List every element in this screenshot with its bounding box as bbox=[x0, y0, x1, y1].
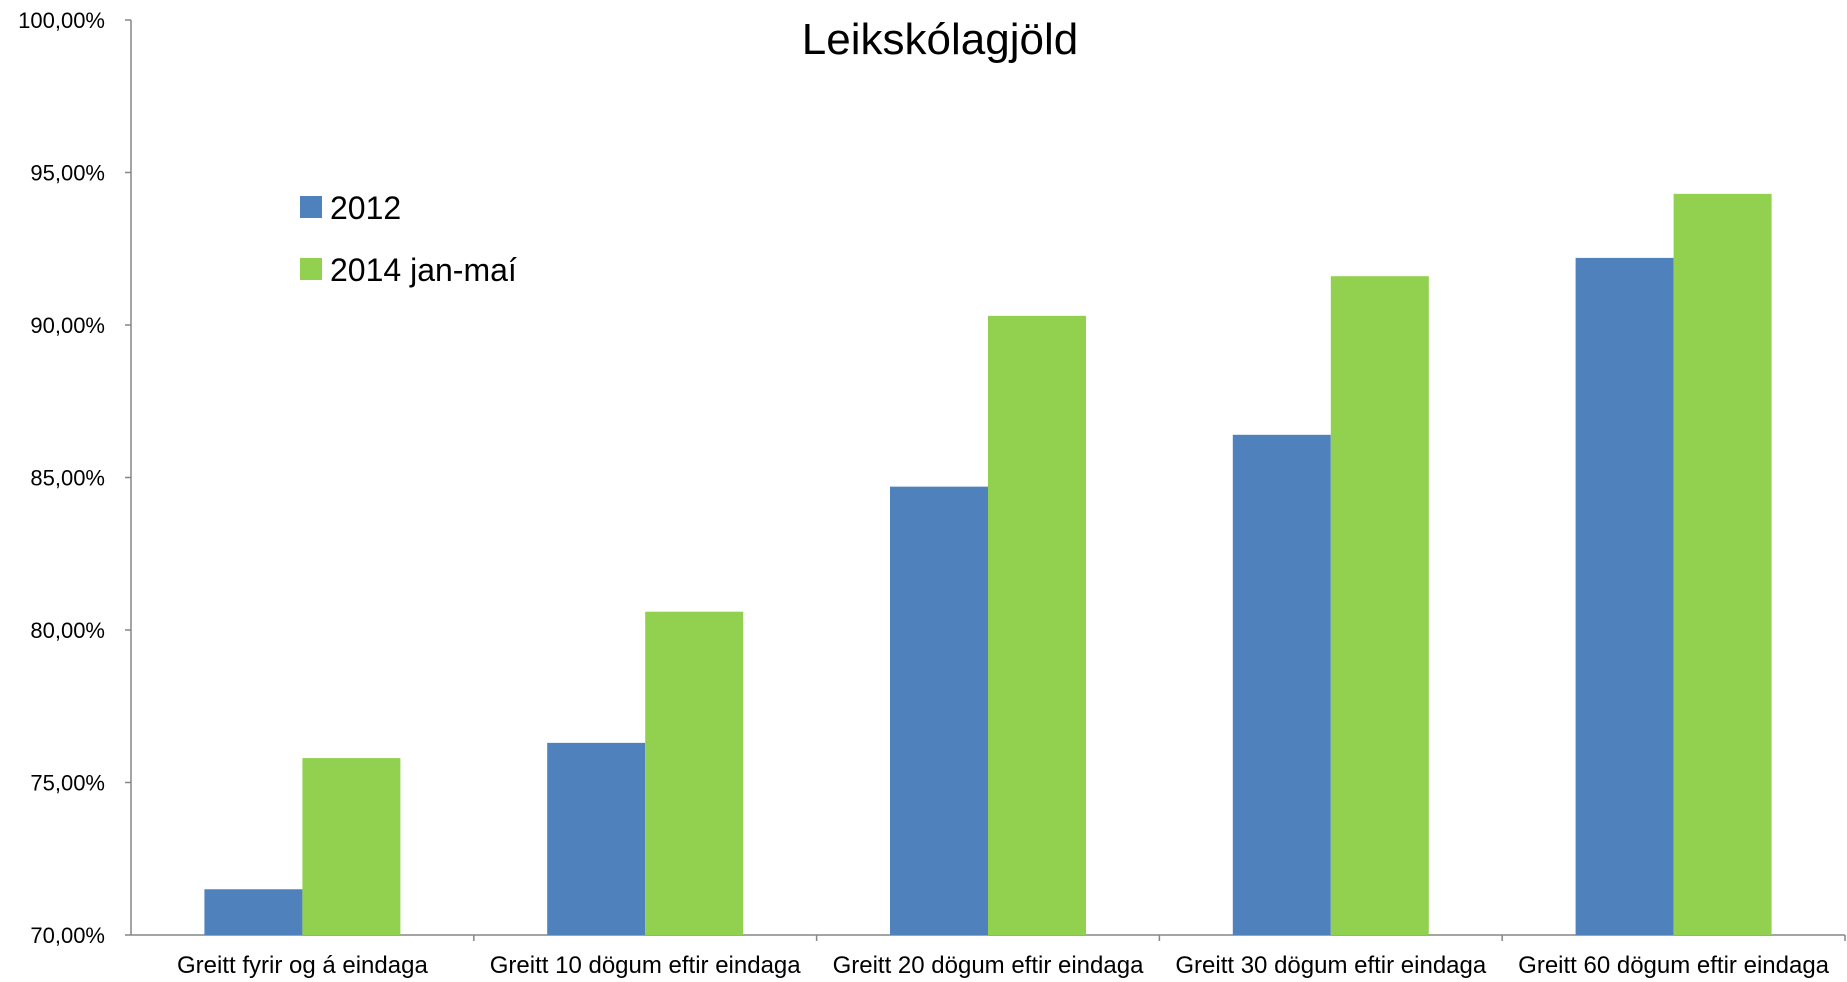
x-tick-label: Greitt 30 dögum eftir eindaga bbox=[1175, 952, 1487, 979]
y-tick-label: 100,00% bbox=[18, 8, 105, 33]
y-tick-label: 75,00% bbox=[30, 771, 105, 796]
bar-2014-jan-maí-2 bbox=[988, 315, 1086, 936]
legend: 2012 2014 jan-maí bbox=[300, 190, 517, 288]
bar-2012-1 bbox=[547, 742, 646, 935]
bar-2014-jan-maí-0 bbox=[302, 758, 401, 935]
bar-2014-jan-maí-4 bbox=[1673, 193, 1772, 936]
bar-2014-jan-maí-3 bbox=[1330, 276, 1429, 935]
x-axis: Greitt fyrir og á eindaga Greitt 10 dögum… bbox=[131, 934, 1846, 979]
bar-2014-jan-maí-1 bbox=[645, 611, 744, 935]
chart-title: Leikskólagjöld bbox=[802, 15, 1078, 64]
bar-2012-4 bbox=[1575, 257, 1674, 935]
bar-2012-0 bbox=[204, 889, 303, 935]
legend-swatch bbox=[300, 258, 322, 280]
x-tick-label: Greitt fyrir og á eindaga bbox=[177, 952, 428, 979]
legend-label: 2012 bbox=[330, 190, 401, 226]
legend-swatch bbox=[300, 196, 322, 218]
bar-2012-3 bbox=[1232, 434, 1331, 935]
y-tick-label: 90,00% bbox=[30, 313, 105, 338]
bar-2012-2 bbox=[890, 486, 988, 935]
x-tick-label: Greitt 10 dögum eftir eindaga bbox=[490, 952, 802, 979]
x-tick-label: Greitt 20 dögum eftir eindaga bbox=[833, 952, 1145, 979]
bars bbox=[204, 193, 1772, 936]
y-tick-label: 95,00% bbox=[30, 161, 105, 186]
y-tick-label: 85,00% bbox=[30, 466, 105, 491]
y-tick-label: 80,00% bbox=[30, 618, 105, 643]
y-tick-label: 70,00% bbox=[30, 923, 105, 948]
x-tick-label: Greitt 60 dögum eftir eindaga bbox=[1518, 952, 1830, 979]
y-axis: 70,00% 75,00% 80,00% 85,00% 90,00% 95,00% 100,… bbox=[18, 8, 132, 948]
legend-label: 2014 jan-maí bbox=[330, 252, 517, 288]
